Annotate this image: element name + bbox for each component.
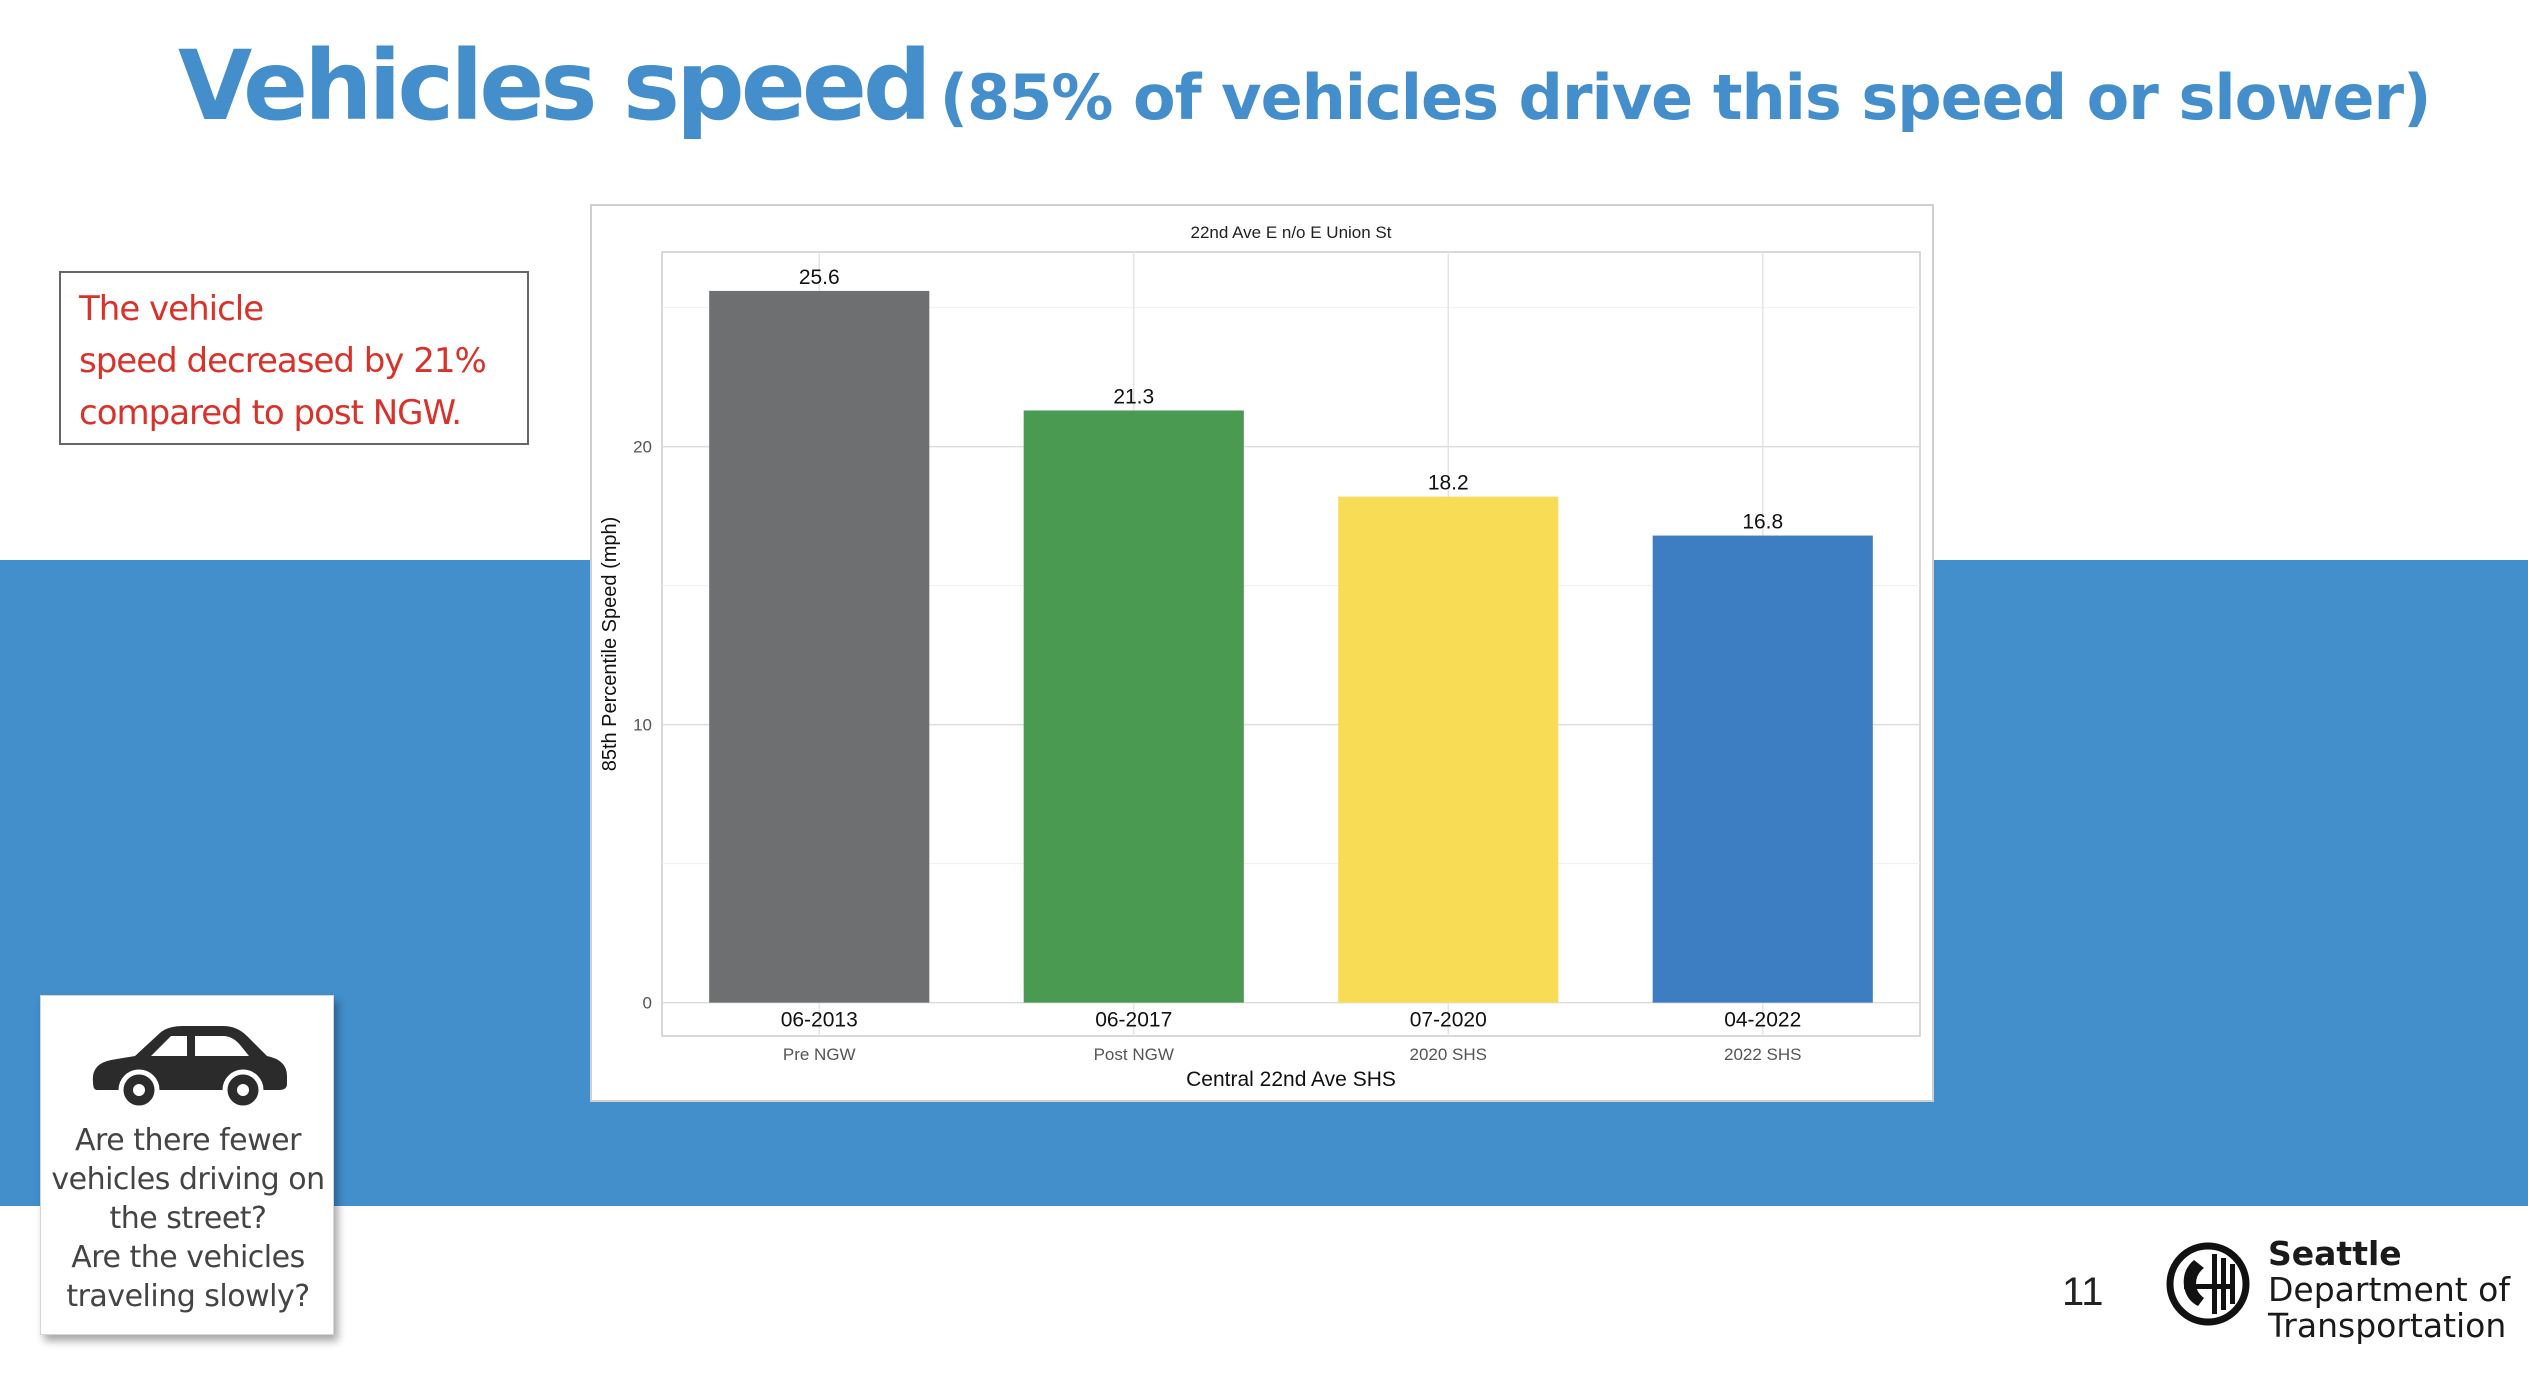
speed-bar-chart: 0 10 20 25.6 06-2013 Pre NGW 21.3 06-2017 Post N… <box>590 204 1934 1102</box>
y-tick-label: 10 <box>633 716 652 735</box>
bar-04-2022 <box>1652 535 1873 1003</box>
x-category-label: 07-2020 <box>1410 1009 1487 1032</box>
bar-value-label: 18.2 <box>1428 472 1469 495</box>
question-line-5: traveling slowly? <box>66 1279 310 1314</box>
logo-line-3: Transportation <box>2268 1306 2507 1345</box>
question-text: Are there fewer vehicles driving on the … <box>41 1121 335 1316</box>
x-category-label: 06-2013 <box>781 1009 858 1032</box>
car-icon <box>92 1026 288 1110</box>
sdot-logo-text: Seattle Department of Transportation <box>2268 1236 2510 1344</box>
x-subcategory-label: 2022 SHS <box>1724 1045 1802 1064</box>
callout-line-2: speed decreased by 21% <box>79 341 487 381</box>
seattle-seal-icon <box>2166 1242 2250 1326</box>
logo-line-1: Seattle <box>2268 1234 2402 1273</box>
y-tick-label: 0 <box>643 994 652 1013</box>
x-subcategory-label: Post NGW <box>1094 1045 1174 1064</box>
x-category-label: 04-2022 <box>1724 1009 1801 1032</box>
x-subcategory-label: 2020 SHS <box>1410 1045 1488 1064</box>
slide-title: Vehicles speed (85% of vehicles drive thi… <box>178 30 2478 160</box>
bar-value-label: 16.8 <box>1742 511 1783 534</box>
bar-06-2017 <box>1023 410 1244 1003</box>
bar-value-label: 25.6 <box>799 266 840 289</box>
page-number: 11 <box>2062 1270 2104 1314</box>
x-axis-title: Central 22nd Ave SHS <box>1186 1068 1396 1091</box>
title-main: Vehicles speed <box>178 30 932 142</box>
x-category-label: 06-2017 <box>1095 1009 1172 1032</box>
bar-07-2020 <box>1338 496 1559 1003</box>
title-subtitle: (85% of vehicles drive this speed or slo… <box>939 61 2432 134</box>
callout-line-3: compared to post NGW. <box>79 393 462 433</box>
callout-line-1: The vehicle <box>79 289 264 329</box>
bar-06-2013 <box>709 290 930 1003</box>
question-card: Are there fewer vehicles driving on the … <box>40 995 334 1335</box>
y-tick-label: 20 <box>633 438 652 457</box>
chart-title: 22nd Ave E n/o E Union St <box>1191 223 1392 242</box>
y-axis-title: 85th Percentile Speed (mph) <box>599 517 621 772</box>
speed-callout-box: The vehicle speed decreased by 21% compa… <box>59 271 529 445</box>
question-line-1: Are there fewer <box>75 1123 301 1158</box>
logo-line-2: Department of <box>2268 1270 2510 1309</box>
bar-value-label: 21.3 <box>1113 385 1154 408</box>
question-line-3: the street? <box>109 1201 267 1236</box>
chart-svg: 0 10 20 25.6 06-2013 Pre NGW 21.3 06-2017 Post N… <box>599 223 1921 1091</box>
question-line-4: Are the vehicles <box>71 1240 305 1275</box>
x-subcategory-label: Pre NGW <box>783 1045 856 1064</box>
question-line-2: vehicles driving on <box>51 1162 325 1197</box>
